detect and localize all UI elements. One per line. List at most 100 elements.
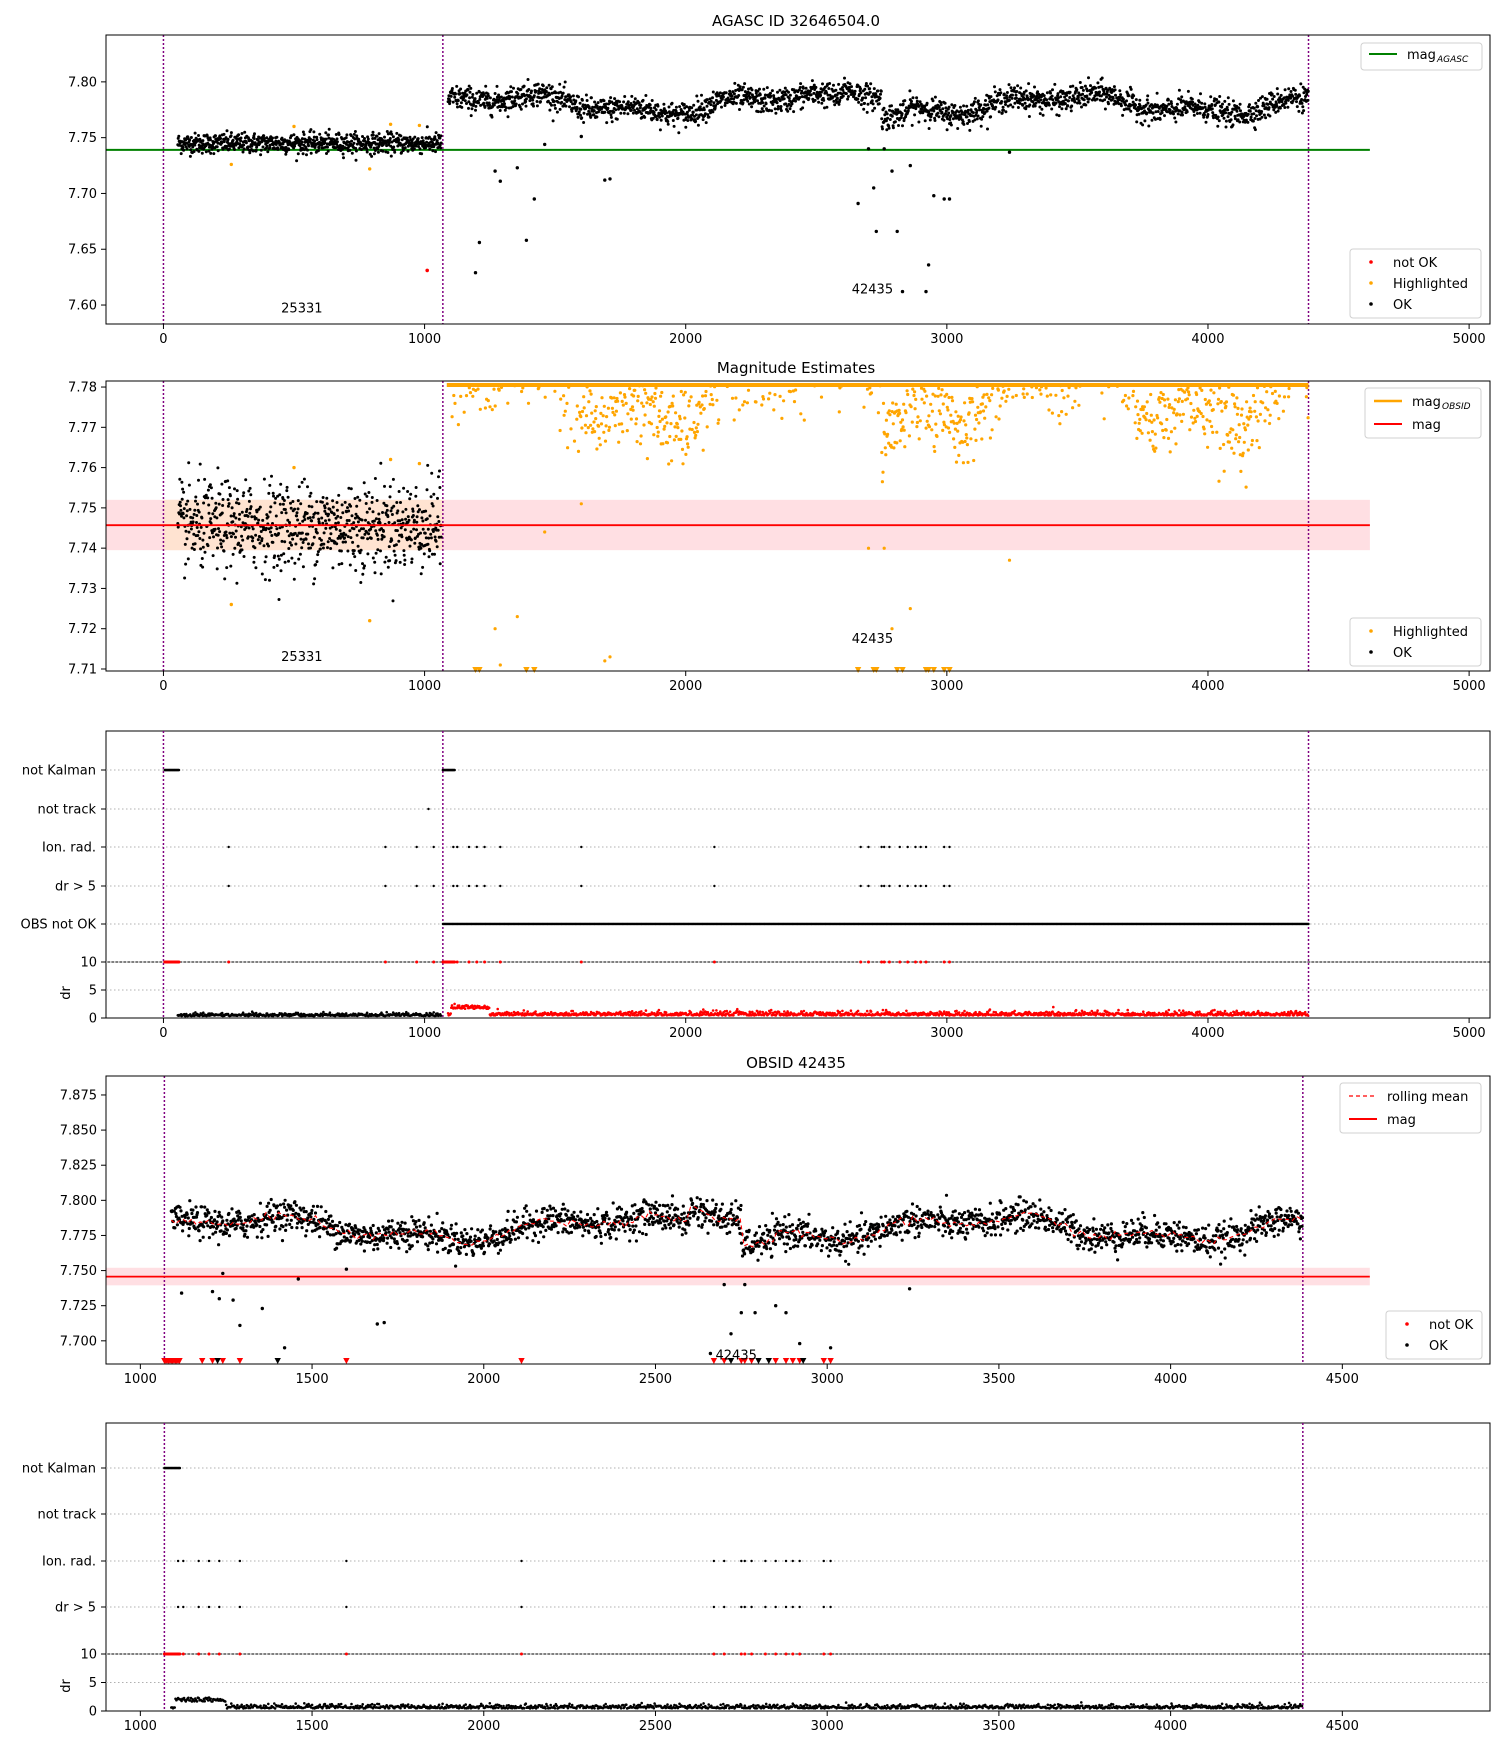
ok-point (1065, 93, 1069, 97)
ok-point (376, 548, 380, 552)
ok-point (956, 127, 960, 130)
ok-point (1158, 117, 1162, 121)
highlighted-point (956, 429, 960, 433)
ok-point (459, 101, 463, 105)
ok-point (404, 517, 408, 521)
ok-point (393, 150, 397, 154)
ok-point (819, 93, 823, 97)
ok-point (1299, 82, 1303, 86)
ok-point (345, 133, 349, 137)
ok-point (300, 480, 304, 484)
ok-point (790, 102, 794, 106)
highlighted-point (890, 627, 894, 631)
ok-point (389, 130, 393, 134)
highlighted-point (773, 393, 777, 397)
ion-rad-point (384, 845, 387, 849)
highlighted-point (715, 398, 719, 402)
obsid-annotation: 25331 (281, 650, 322, 665)
ok-point (364, 502, 368, 505)
ok-point (671, 119, 675, 122)
highlighted-point (1126, 407, 1130, 411)
ok-point (178, 477, 182, 481)
ok-point (312, 582, 316, 586)
highlighted-point (589, 423, 593, 427)
ok-point (524, 100, 528, 104)
ok-point (997, 110, 1001, 114)
highlighted-point (882, 546, 886, 550)
ok-point (514, 102, 518, 106)
highlighted-point (493, 404, 497, 408)
ok-point (404, 507, 408, 511)
highlighted-point (954, 410, 958, 414)
highlighted-point (1000, 396, 1004, 400)
ok-point (343, 500, 347, 504)
ok-point (268, 510, 272, 514)
highlighted-point (1126, 383, 1130, 387)
ok-point (958, 105, 962, 109)
highlighted-point (1011, 395, 1015, 399)
ok-point (868, 90, 872, 94)
ok-point (1146, 94, 1150, 98)
highlighted-point (584, 414, 589, 418)
highlighted-point (922, 401, 926, 405)
highlighted-point (690, 427, 694, 432)
ok-point (264, 555, 268, 559)
highlighted-point (655, 425, 659, 430)
highlighted-point (1162, 436, 1166, 440)
highlighted-point (1161, 428, 1165, 433)
highlighted-point (600, 396, 604, 400)
ok-point (1230, 110, 1234, 114)
ok-outlier-point (882, 147, 886, 151)
highlighted-point (985, 392, 989, 396)
ok-point (364, 144, 368, 148)
highlighted-point (1025, 392, 1029, 396)
highlighted-point (917, 437, 921, 441)
ok-point (1112, 85, 1116, 89)
highlighted-point (1127, 396, 1131, 400)
highlighted-point (641, 404, 646, 408)
highlighted-point (819, 395, 824, 399)
ok-point (256, 521, 260, 525)
highlighted-point (910, 420, 914, 424)
ok-point (352, 521, 356, 525)
highlighted-point (1208, 419, 1212, 423)
highlighted-point (417, 461, 422, 466)
ok-point (315, 138, 319, 142)
ok-point (609, 115, 613, 119)
ok-point (1203, 102, 1207, 106)
ok-point (1231, 99, 1235, 103)
highlighted-point (706, 383, 710, 387)
highlighted-point (894, 402, 898, 406)
ok-point (394, 543, 398, 547)
ok-point (382, 535, 386, 539)
ok-point (618, 100, 622, 104)
highlighted-point (946, 408, 950, 412)
ok-point (1068, 90, 1072, 94)
highlighted-point (768, 391, 772, 395)
ok-point (387, 141, 391, 145)
ok-point (341, 147, 344, 151)
highlighted-point (679, 389, 683, 394)
highlighted-point (1030, 395, 1034, 400)
ok-point (361, 135, 364, 138)
ok-point (360, 518, 364, 522)
highlighted-point (589, 392, 593, 396)
ok-point (1173, 116, 1177, 120)
highlighted-point (725, 384, 729, 389)
highlighted-point (905, 389, 909, 393)
ok-point (320, 516, 324, 520)
ok-point (1146, 101, 1150, 105)
highlighted-point (930, 428, 934, 432)
ok-outlier-point (942, 197, 946, 201)
ok-point (466, 88, 470, 92)
highlighted-point (1004, 399, 1008, 403)
ok-point (1168, 108, 1172, 112)
highlighted-point (1162, 398, 1167, 402)
ok-point (314, 563, 318, 567)
ok-point (820, 101, 824, 105)
ok-point (868, 87, 872, 91)
ok-point (281, 142, 285, 146)
ok-point (216, 141, 220, 145)
ok-point (365, 148, 369, 151)
ok-point (932, 109, 936, 113)
